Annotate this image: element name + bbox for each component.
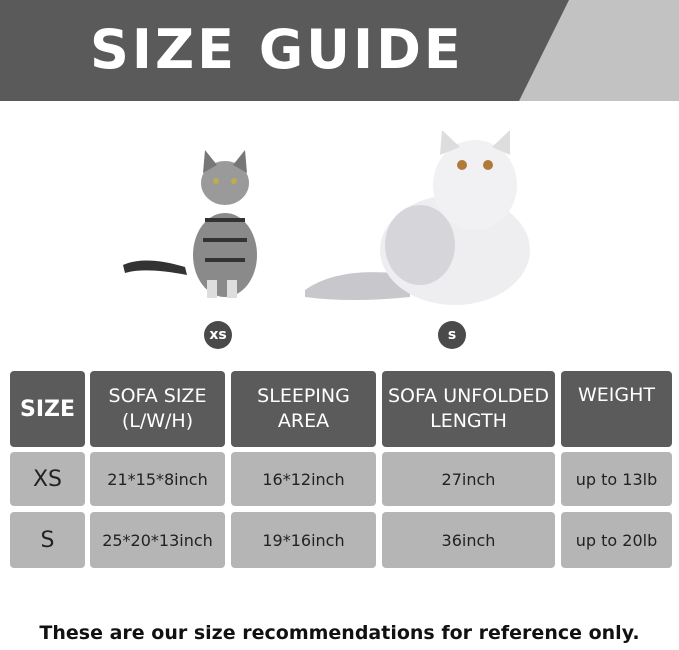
row-xs-weight: up to 13lb bbox=[561, 452, 672, 506]
persian-cat-image bbox=[305, 130, 530, 305]
banner-accent bbox=[519, 0, 679, 101]
size-badge-xs: xs bbox=[204, 321, 232, 349]
tabby-cat-image bbox=[123, 150, 257, 298]
row-s-sleeping-area: 19*16inch bbox=[231, 512, 376, 568]
row-xs-size: XS bbox=[10, 452, 85, 506]
row-xs-sleeping-area: 16*12inch bbox=[231, 452, 376, 506]
header-size: SIZE bbox=[10, 371, 85, 447]
row-s-unfolded-length: 36inch bbox=[382, 512, 555, 568]
header-sleeping-area: SLEEPING AREA bbox=[231, 371, 376, 447]
row-xs-sofa-size: 21*15*8inch bbox=[90, 452, 225, 506]
header-unfolded-length: SOFA UNFOLDED LENGTH bbox=[382, 371, 555, 447]
row-s-size: S bbox=[10, 512, 85, 568]
page-title: SIZE GUIDE bbox=[90, 18, 464, 81]
size-badge-s: s bbox=[438, 321, 466, 349]
row-xs-unfolded-length: 27inch bbox=[382, 452, 555, 506]
footer-note: These are our size recommendations for r… bbox=[39, 622, 640, 644]
header-sofa-size: SOFA SIZE (L/W/H) bbox=[90, 371, 225, 447]
row-s-weight: up to 20lb bbox=[561, 512, 672, 568]
header-weight: WEIGHT bbox=[561, 371, 672, 447]
row-s-sofa-size: 25*20*13inch bbox=[90, 512, 225, 568]
banner: SIZE GUIDE bbox=[0, 0, 679, 101]
